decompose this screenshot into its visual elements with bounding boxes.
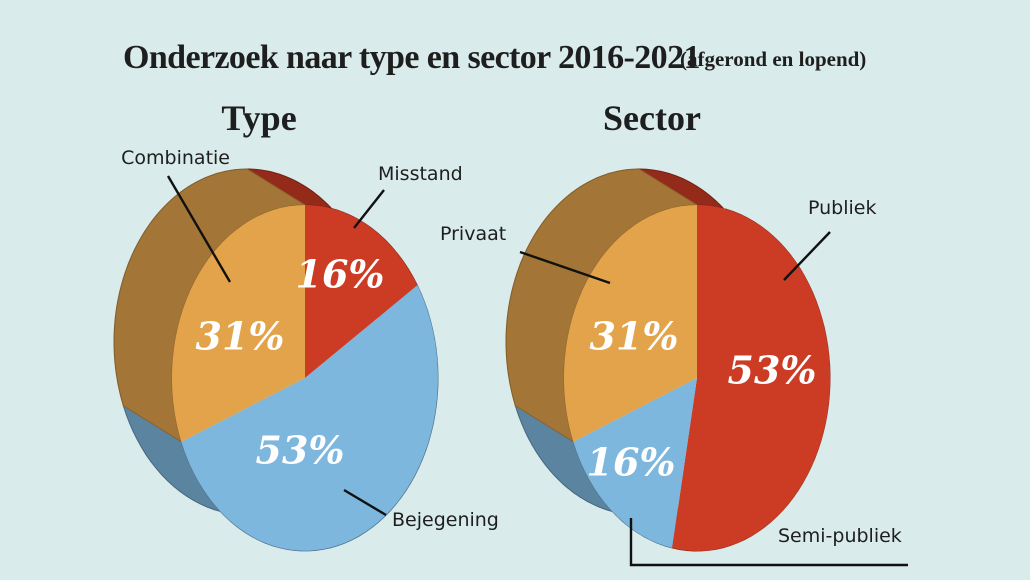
pie-slice-misstand — [305, 205, 418, 378]
pie-slice-semi-publiek — [573, 378, 697, 548]
leader-line-publiek — [783, 231, 831, 281]
callout-combinatie: Combinatie — [121, 147, 230, 169]
pie-slice-privaat — [563, 204, 697, 442]
type-chart-title: Type — [221, 98, 296, 138]
pct-label-misstand: 16% — [296, 252, 385, 297]
callout-privaat: Privaat — [440, 223, 506, 245]
main-title: Onderzoek naar type en sector 2016-2021 — [123, 39, 700, 76]
pct-label-combinatie: 31% — [196, 314, 285, 359]
callout-semi-publiek: Semi-publiek — [778, 525, 902, 547]
pct-label-publiek: 53% — [728, 348, 817, 393]
pct-label-bejegening: 53% — [256, 428, 345, 473]
pct-label-semi-publiek: 16% — [587, 440, 676, 485]
leader-line-semi-publiek — [629, 518, 908, 567]
callout-bejegening: Bejegening — [392, 509, 499, 531]
leader-line-bejegening — [343, 488, 387, 517]
type-pie-chart: Type 16% 53% 31% Misstand Bejegening Combinat… — [113, 98, 499, 552]
leader-line-privaat — [519, 250, 611, 285]
sector-pie-chart: Sector 53% 16% 31% Publiek Semi-publiek Priva… — [440, 98, 908, 567]
leader-line-combinatie — [166, 175, 232, 283]
callout-publiek: Publiek — [808, 197, 876, 219]
leader-line-misstand — [353, 189, 385, 229]
pie-slice-publiek — [672, 204, 831, 551]
callout-misstand: Misstand — [378, 163, 463, 185]
pct-label-privaat: 31% — [590, 314, 679, 359]
sector-chart-title: Sector — [603, 98, 701, 138]
main-subtitle: (afgerond en lopend) — [680, 47, 866, 71]
pie-slice-combinatie — [171, 204, 305, 442]
pie-slice-bejegening — [181, 285, 438, 551]
